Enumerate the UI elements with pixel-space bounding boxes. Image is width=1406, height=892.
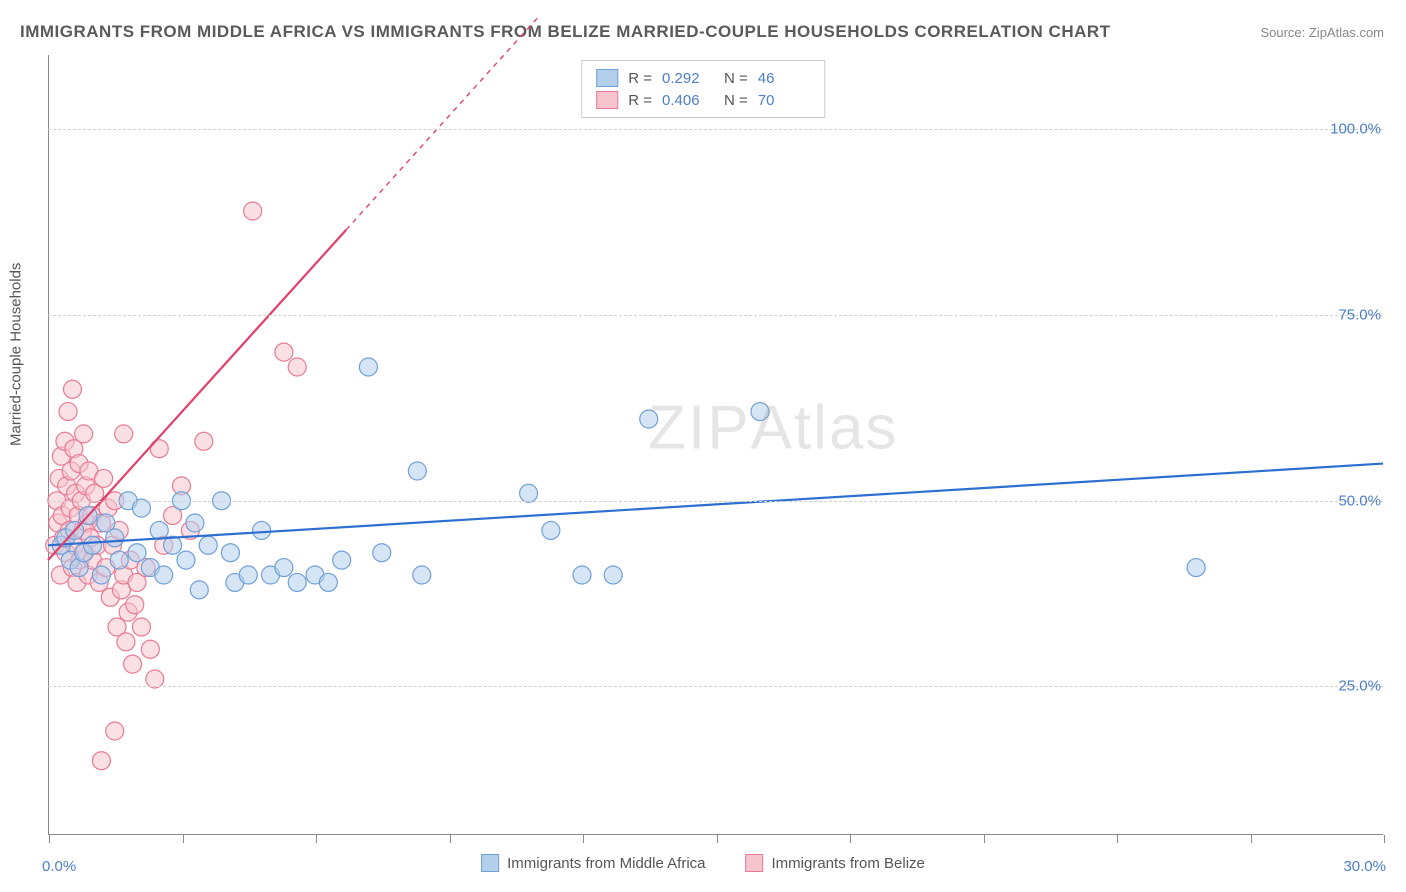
x-axis-min-label: 0.0% — [42, 858, 76, 875]
data-point — [239, 566, 257, 584]
data-point — [95, 469, 113, 487]
data-point — [124, 655, 142, 673]
legend-item: Immigrants from Middle Africa — [481, 854, 705, 872]
gridline — [48, 129, 1383, 130]
data-point — [275, 343, 293, 361]
y-tick-label: 100.0% — [1330, 121, 1381, 138]
x-tick — [850, 835, 851, 843]
data-point — [63, 380, 81, 398]
legend-swatch — [481, 854, 499, 872]
data-point — [195, 432, 213, 450]
data-point — [92, 566, 110, 584]
data-point — [155, 566, 173, 584]
data-point — [751, 403, 769, 421]
data-point — [59, 403, 77, 421]
legend-row: R = 0.292 N = 46 — [596, 67, 810, 89]
chart-title: IMMIGRANTS FROM MIDDLE AFRICA VS IMMIGRA… — [20, 22, 1111, 42]
x-tick — [717, 835, 718, 843]
data-point — [117, 633, 135, 651]
y-tick-label: 75.0% — [1338, 307, 1381, 324]
y-axis-label: Married-couple Households — [8, 263, 25, 446]
data-point — [542, 521, 560, 539]
data-point — [132, 618, 150, 636]
legend-item: Immigrants from Belize — [746, 854, 925, 872]
data-point — [333, 551, 351, 569]
x-tick — [1117, 835, 1118, 843]
series-legend: Immigrants from Middle Africa Immigrants … — [481, 854, 925, 872]
data-point — [413, 566, 431, 584]
correlation-legend: R = 0.292 N = 46 R = 0.406 N = 70 — [581, 60, 825, 118]
x-tick — [49, 835, 50, 843]
data-point — [177, 551, 195, 569]
data-point — [75, 425, 93, 443]
legend-swatch — [596, 69, 618, 87]
gridline — [48, 686, 1383, 687]
x-tick — [583, 835, 584, 843]
x-tick — [984, 835, 985, 843]
data-point — [199, 536, 217, 554]
r-value: 0.292 — [662, 70, 714, 87]
data-point — [190, 581, 208, 599]
data-point — [253, 521, 271, 539]
source-attribution: Source: ZipAtlas.com — [1260, 25, 1384, 40]
x-tick — [183, 835, 184, 843]
data-point — [128, 544, 146, 562]
n-value: 46 — [758, 70, 810, 87]
data-point — [110, 551, 128, 569]
data-point — [106, 722, 124, 740]
y-tick-label: 50.0% — [1338, 492, 1381, 509]
data-point — [146, 670, 164, 688]
data-point — [244, 202, 262, 220]
data-point — [573, 566, 591, 584]
legend-swatch — [596, 91, 618, 109]
data-point — [288, 358, 306, 376]
x-axis-max-label: 30.0% — [1343, 858, 1386, 875]
data-point — [106, 529, 124, 547]
data-point — [288, 573, 306, 591]
n-label: N = — [724, 70, 748, 87]
x-tick — [1384, 835, 1385, 843]
scatter-plot-svg — [48, 55, 1383, 835]
gridline — [48, 501, 1383, 502]
r-value: 0.406 — [662, 92, 714, 109]
data-point — [604, 566, 622, 584]
data-point — [359, 358, 377, 376]
data-point — [92, 752, 110, 770]
data-point — [141, 640, 159, 658]
data-point — [520, 484, 538, 502]
x-tick — [450, 835, 451, 843]
x-tick — [316, 835, 317, 843]
x-tick — [1251, 835, 1252, 843]
r-label: R = — [628, 92, 652, 109]
data-point — [319, 573, 337, 591]
n-value: 70 — [758, 92, 810, 109]
gridline — [48, 315, 1383, 316]
data-point — [150, 521, 168, 539]
data-point — [373, 544, 391, 562]
data-point — [186, 514, 204, 532]
trend-line — [48, 230, 346, 560]
legend-label: Immigrants from Belize — [772, 855, 925, 872]
trend-line — [48, 464, 1383, 546]
legend-label: Immigrants from Middle Africa — [507, 855, 705, 872]
y-tick-label: 25.0% — [1338, 678, 1381, 695]
trend-line-extrapolated — [346, 18, 537, 230]
data-point — [408, 462, 426, 480]
data-point — [275, 559, 293, 577]
data-point — [640, 410, 658, 428]
n-label: N = — [724, 92, 748, 109]
data-point — [132, 499, 150, 517]
r-label: R = — [628, 70, 652, 87]
data-point — [126, 596, 144, 614]
data-point — [115, 425, 133, 443]
legend-swatch — [746, 854, 764, 872]
data-point — [1187, 559, 1205, 577]
data-point — [221, 544, 239, 562]
data-point — [84, 536, 102, 554]
legend-row: R = 0.406 N = 70 — [596, 89, 810, 111]
